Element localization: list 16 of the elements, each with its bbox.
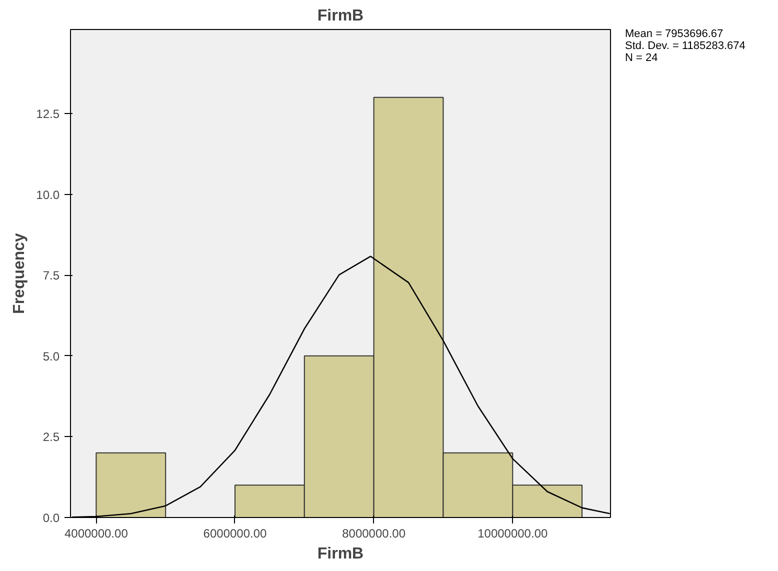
text: Std. Dev. = 1185283.674 <box>625 40 746 52</box>
x-tick-label: 6000000.00 <box>203 526 268 540</box>
y-tick-label: 0.0 <box>42 511 60 525</box>
y-tick-label: 12.5 <box>36 107 60 122</box>
x-tick-label: 10000000.00 <box>478 526 548 540</box>
y-tick-label: 7.5 <box>42 268 60 283</box>
x-axis-title: FirmB <box>317 546 364 562</box>
x-tick-label: 8000000.00 <box>342 526 406 540</box>
x-tick-label: 4000000.00 <box>64 526 128 540</box>
y-tick-label: 2.5 <box>42 430 60 444</box>
y-tick-label: 10.0 <box>36 188 60 202</box>
text: Mean = 7953696.67 <box>625 28 724 40</box>
text: N = 24 <box>625 52 658 64</box>
chart-title: FirmB <box>317 8 364 24</box>
y-tick-label: 5.0 <box>42 349 60 364</box>
y-axis-title: Frequency <box>11 232 28 314</box>
